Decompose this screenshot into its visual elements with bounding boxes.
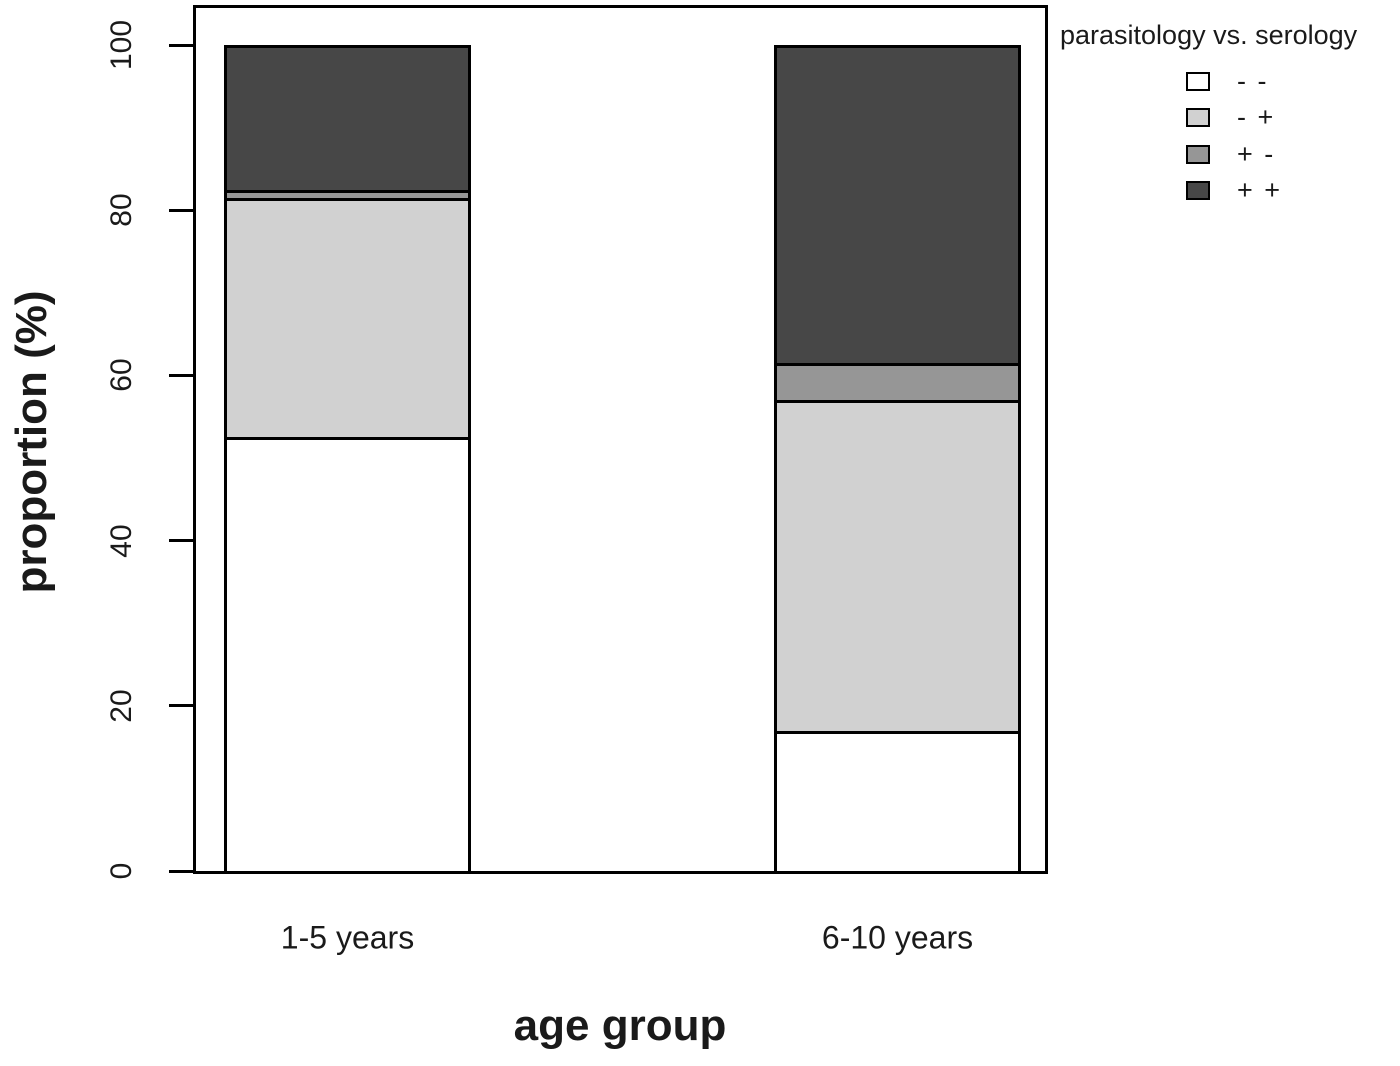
x-category-label: 6-10 years (821, 919, 974, 956)
legend-item: + - (1186, 139, 1275, 169)
y-axis-tick-label: 20 (105, 689, 138, 723)
y-axis-tick-label: 80 (105, 193, 138, 227)
bar-segment (774, 45, 1021, 366)
x-axis-title: age group (513, 1001, 727, 1050)
y-axis-tick (169, 869, 193, 873)
y-axis-tick (169, 43, 193, 47)
y-axis-tick (169, 704, 193, 708)
y-axis-title: proportion (%) (7, 290, 56, 594)
bar-segment (774, 400, 1021, 734)
y-axis-tick (169, 373, 193, 377)
bar-segment (224, 45, 471, 193)
legend-item-label: - + (1237, 102, 1276, 132)
y-axis-tick-label: 40 (105, 523, 138, 558)
bar-segment (224, 437, 471, 874)
legend-item-label: - - (1237, 65, 1269, 96)
bar-segment (774, 363, 1021, 404)
y-axis-tick-label: 60 (105, 358, 138, 393)
legend-item-label: + - (1237, 138, 1276, 169)
y-axis-tick-label: 0 (105, 862, 138, 880)
legend-item-label: + + (1237, 175, 1283, 205)
legend-title: parasitology vs. serology (1060, 20, 1358, 50)
y-axis-tick (169, 539, 193, 543)
y-axis-tick (169, 208, 193, 212)
legend-item: - - (1186, 66, 1268, 96)
legend-swatch (1186, 71, 1210, 91)
legend-swatch (1186, 108, 1210, 127)
bar-segment (224, 197, 471, 441)
legend-item: + + (1186, 175, 1282, 205)
legend-swatch (1186, 181, 1210, 200)
y-axis-tick-label: 100 (105, 19, 138, 71)
legend-item: - + (1186, 102, 1275, 132)
bar-segment (774, 730, 1021, 874)
x-category-label: 1-5 years (280, 919, 415, 956)
legend-swatch (1186, 144, 1210, 164)
